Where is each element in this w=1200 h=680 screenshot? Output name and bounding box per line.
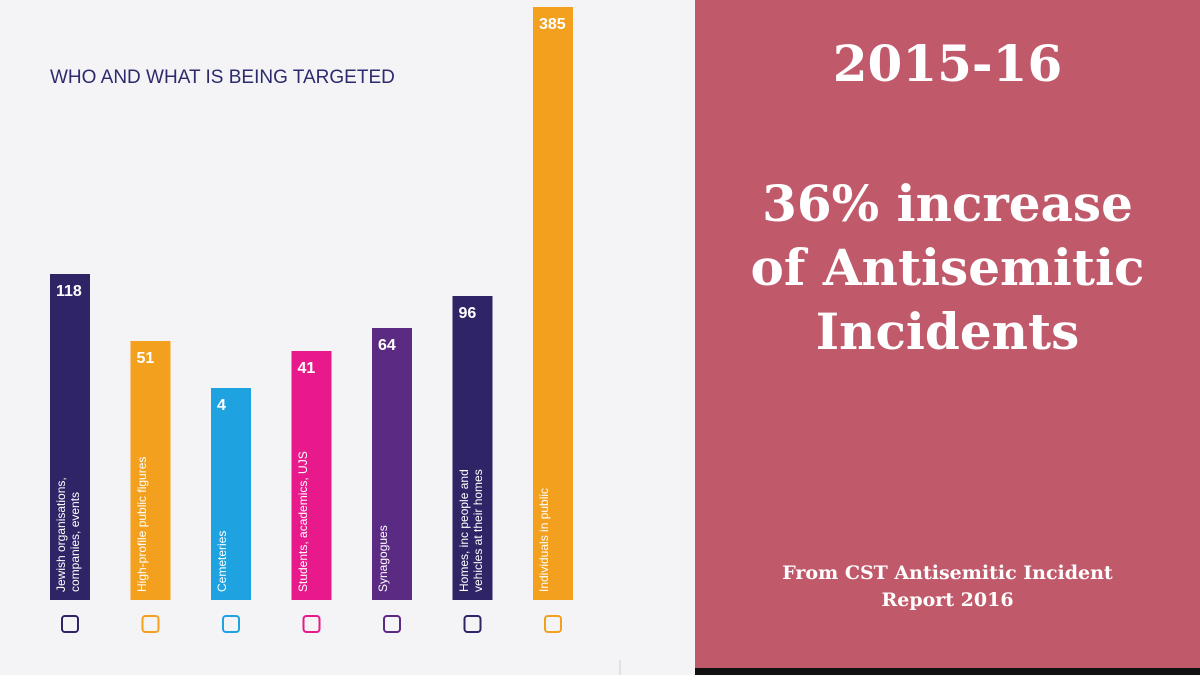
period: 2015-16	[832, 34, 1063, 93]
value-label: 41	[298, 360, 316, 377]
category-label: Individuals in public	[537, 487, 551, 592]
value-label: 118	[56, 283, 82, 300]
headline-line: 36% increase	[762, 174, 1133, 233]
category-label: Synagogues	[376, 525, 390, 592]
category-label: Students, academics, UJS	[295, 451, 310, 592]
bar	[452, 296, 493, 600]
bar	[50, 274, 90, 600]
category-label: Cemeteries	[215, 530, 229, 592]
source-line: From CST Antisemitic Incident	[782, 562, 1113, 584]
bar	[211, 388, 251, 600]
chart: WHO AND WHAT IS BEING TARGETED 118 51 4 41 6…	[50, 7, 621, 675]
headline-line: Incidents	[815, 302, 1080, 361]
headline-line: of Antisemitic	[750, 238, 1145, 297]
value-label: 4	[217, 397, 226, 414]
value-label: 64	[378, 337, 396, 354]
icon	[61, 615, 79, 633]
value-label: 385	[539, 16, 566, 33]
bar	[130, 341, 171, 600]
summary-panel: 2015-16 36% increase of Antisemitic Incide…	[695, 0, 1200, 668]
category-label: High-profile public figures	[134, 456, 149, 592]
source-line: Report 2016	[881, 589, 1014, 611]
chart-title: WHO AND WHAT IS BEING TARGETED	[50, 67, 395, 88]
bar	[291, 351, 332, 600]
category-label: Homes, inc people and vehicles at their …	[456, 469, 485, 592]
chart-panel: WHO AND WHAT IS BEING TARGETED 118 51 4 41 6…	[0, 0, 695, 675]
bar	[372, 328, 412, 600]
source: From CST Antisemitic Incident Report 2016	[695, 560, 1200, 614]
icon	[302, 615, 321, 633]
value-label: 51	[137, 350, 155, 367]
bar	[533, 7, 573, 600]
icon	[544, 615, 562, 633]
category-label: Jewish organisations, companies, events	[54, 477, 82, 592]
icon	[141, 615, 160, 633]
value-label: 96	[459, 305, 477, 322]
icon	[383, 615, 401, 633]
icon	[463, 615, 482, 633]
bottom-strip	[695, 668, 1200, 675]
icon	[222, 615, 240, 633]
headline: 36% increase of Antisemitic Incidents	[695, 172, 1200, 364]
